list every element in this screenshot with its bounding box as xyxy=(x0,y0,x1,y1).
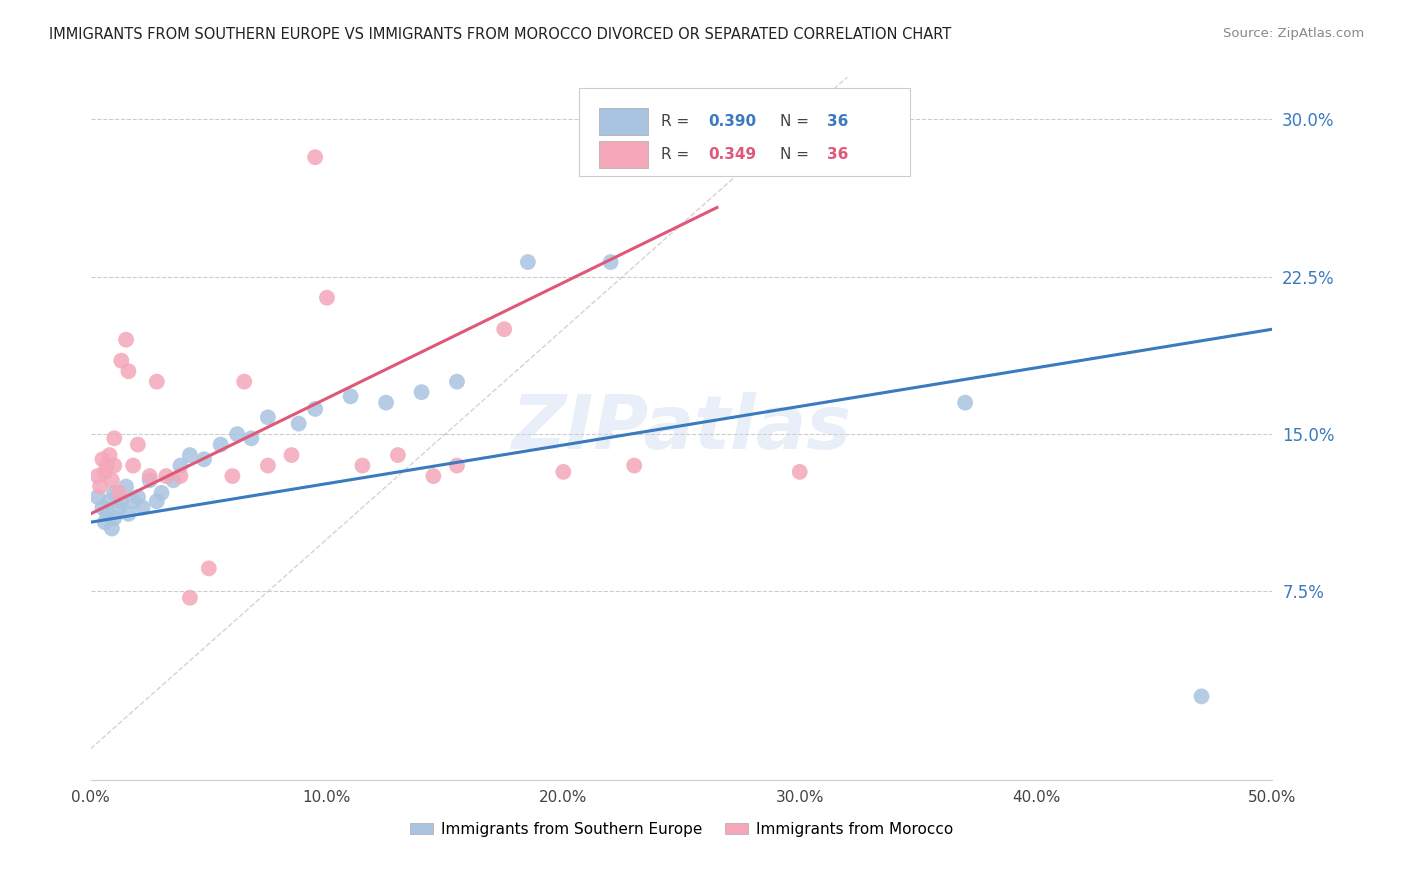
Point xyxy=(257,410,280,425)
Point xyxy=(89,479,111,493)
Point xyxy=(98,448,121,462)
Point xyxy=(516,255,538,269)
Point xyxy=(103,486,125,500)
Point xyxy=(233,375,256,389)
Point xyxy=(209,437,232,451)
Point xyxy=(375,395,398,409)
Point xyxy=(127,437,149,451)
Text: R =: R = xyxy=(661,147,695,162)
Point xyxy=(179,591,201,605)
Point xyxy=(127,490,149,504)
Point xyxy=(316,291,339,305)
Text: 36: 36 xyxy=(827,147,848,162)
Point xyxy=(96,458,118,473)
Point xyxy=(240,431,263,445)
Point xyxy=(304,401,326,416)
Bar xyxy=(599,108,648,135)
Point xyxy=(953,395,976,409)
Point xyxy=(352,458,374,473)
Point xyxy=(422,469,444,483)
Point xyxy=(131,500,153,515)
Point xyxy=(623,458,645,473)
Point xyxy=(110,494,132,508)
Point xyxy=(115,333,138,347)
Point xyxy=(287,417,309,431)
Point xyxy=(280,448,302,462)
Point xyxy=(115,479,138,493)
Point xyxy=(193,452,215,467)
Point xyxy=(226,427,249,442)
FancyBboxPatch shape xyxy=(579,88,910,176)
Legend: Immigrants from Southern Europe, Immigrants from Morocco: Immigrants from Southern Europe, Immigra… xyxy=(404,815,959,843)
Point xyxy=(146,375,169,389)
Point xyxy=(138,473,160,487)
Point xyxy=(96,507,118,521)
Point xyxy=(304,150,326,164)
Point xyxy=(103,458,125,473)
Point xyxy=(122,494,145,508)
Point xyxy=(717,133,740,147)
Text: R =: R = xyxy=(661,114,695,129)
Point xyxy=(387,448,409,462)
Text: 36: 36 xyxy=(827,114,848,129)
Point xyxy=(411,385,433,400)
Point xyxy=(117,364,139,378)
Bar xyxy=(599,142,648,168)
Point xyxy=(108,486,131,500)
Point xyxy=(1191,690,1213,704)
Point xyxy=(108,500,131,515)
Point xyxy=(103,511,125,525)
Point xyxy=(198,561,221,575)
Point xyxy=(86,490,108,504)
Point xyxy=(155,469,177,483)
Point xyxy=(599,255,621,269)
Text: IMMIGRANTS FROM SOUTHERN EUROPE VS IMMIGRANTS FROM MOROCCO DIVORCED OR SEPARATED: IMMIGRANTS FROM SOUTHERN EUROPE VS IMMIG… xyxy=(49,27,952,42)
Point xyxy=(94,465,117,479)
Point xyxy=(86,469,108,483)
Point xyxy=(146,494,169,508)
Point xyxy=(122,458,145,473)
Point xyxy=(553,465,575,479)
Point xyxy=(169,458,191,473)
Point xyxy=(110,353,132,368)
Point xyxy=(98,494,121,508)
Point xyxy=(150,486,173,500)
Point xyxy=(103,431,125,445)
Point xyxy=(339,389,361,403)
Text: N =: N = xyxy=(779,147,814,162)
Point xyxy=(101,473,124,487)
Point xyxy=(162,473,184,487)
Point xyxy=(91,452,114,467)
Point xyxy=(221,469,243,483)
Text: 0.390: 0.390 xyxy=(709,114,756,129)
Point xyxy=(179,448,201,462)
Text: ZIPatlas: ZIPatlas xyxy=(512,392,852,466)
Point xyxy=(789,465,811,479)
Point xyxy=(91,500,114,515)
Text: Source: ZipAtlas.com: Source: ZipAtlas.com xyxy=(1223,27,1364,40)
Text: N =: N = xyxy=(779,114,814,129)
Point xyxy=(117,507,139,521)
Text: 0.349: 0.349 xyxy=(709,147,756,162)
Point xyxy=(257,458,280,473)
Point xyxy=(138,469,160,483)
Point xyxy=(446,458,468,473)
Point xyxy=(101,522,124,536)
Point xyxy=(169,469,191,483)
Point xyxy=(446,375,468,389)
Point xyxy=(94,515,117,529)
Point xyxy=(494,322,516,336)
